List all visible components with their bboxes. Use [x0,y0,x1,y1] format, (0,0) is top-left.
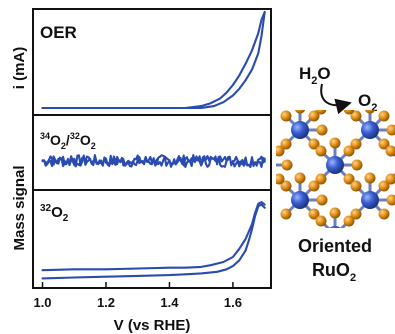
oxygen-atom [329,137,341,149]
oxygen-atom [280,180,292,192]
caption-ruo: RuO [312,260,350,280]
oxygen-atom [316,124,328,136]
ruthenium-atom [361,121,379,139]
o32-o: O [51,204,63,221]
product-o: O [358,91,371,110]
trace-oer-1 [41,10,266,110]
oxygen-atom [378,208,390,220]
caption-sub: 2 [350,272,356,284]
oxygen-atom [308,138,320,150]
oxygen-atom [386,124,395,136]
ruthenium-atom [291,191,309,209]
ratio-o1: O [50,132,61,148]
ratio-iso1: 34 [40,131,50,141]
x-tick-label: 1.2 [97,295,115,310]
o32-iso: 32 [40,203,52,214]
bond [321,81,335,95]
oxygen-atom [294,110,306,114]
product-label: O2 [358,91,377,114]
reactant-h: H [299,64,311,83]
oxygen-atom [378,110,390,122]
ratio-traces [41,154,266,169]
oxygen-atom [329,207,341,219]
x-axis-ticks: 1.0 1.2 1.4 1.6 [33,282,242,310]
oxygen-atom [246,146,257,157]
o32-sub: 2 [63,213,69,224]
reactant-sub: 2 [311,75,317,87]
ratio-sub2: 2 [91,141,96,151]
caption-oriented: Oriented [298,236,372,256]
oxygen-atom [378,180,390,192]
oxygen-atom [364,172,376,184]
ratio-o2: O [80,132,91,148]
oxygen-atom [330,68,341,79]
oxygen-atom [378,138,390,150]
ruo2-crystal-illustration [246,68,395,228]
oxygen-atom [350,208,362,220]
oxygen-atom [315,145,327,157]
oer-traces [41,10,266,110]
oxygen-atom [364,110,376,114]
oxygen-atom [315,110,327,115]
oxygen-atom [276,173,285,185]
oxygen-atom [280,110,292,122]
panel-label-oer: OER [40,23,77,42]
oxygen-atom [316,194,328,206]
oxygen-atom [343,215,355,227]
reaction-arrow-icon [320,83,352,115]
ruthenium-atom [326,156,344,174]
ruthenium-atom [291,121,309,139]
ruthenium-atom [361,191,379,209]
oxygen-atom [308,180,320,192]
ruthenium-atom [326,86,344,104]
oxygen-atom [343,173,355,185]
oxygen-atom [260,138,271,149]
x-tick-label: 1.0 [33,295,51,310]
panel-ratio-frame [32,114,272,191]
y-axis-label-current: i (mA) [11,47,28,90]
oxygen-atom [344,76,355,87]
oxygen-atom [350,180,362,192]
oxygen-atom [386,194,395,206]
reactant-label: H2O [299,64,331,87]
x-tick-label: 1.6 [224,295,242,310]
trace-ratio-0 [41,154,266,169]
ratio-slash: / [66,132,70,148]
oxygen-atom [385,173,395,185]
reactant-o: O [317,64,330,83]
oxygen-atom [343,110,355,115]
oxygen-atom [280,208,292,220]
product-sub: 2 [371,102,377,114]
ruthenium-atom [329,226,341,228]
oxygen-atom [315,173,327,185]
x-axis-label: V (vs RHE) [114,317,191,334]
ratio-sub1: 2 [61,141,66,151]
x-tick-label: 1.4 [160,295,179,310]
oxygen-atom [246,174,257,185]
trace-o32-1 [41,201,266,272]
oxygen-atom [308,208,320,220]
ratio-iso2: 32 [70,131,80,141]
oxygen-atom [343,145,355,157]
panel-label-ratio: 34O2/32O2 [40,131,96,151]
o32-traces [41,201,266,280]
oxygen-atom [351,159,363,171]
oxygen-atom [308,110,320,122]
oxygen-atom [280,138,292,150]
oxygen-atom [281,159,293,171]
oxygen-atom [315,215,327,227]
oxygen-atom [385,145,395,157]
bond [347,110,348,111]
oxygen-atom [294,172,306,184]
panel-o32-frame [32,189,272,289]
panel-label-o32: 32O2 [40,203,69,224]
oxygen-atom [350,138,362,150]
oxygen-atom [350,110,362,122]
bond [335,81,349,95]
y-axis-label-mass: Mass signal [11,165,28,250]
caption-ruo2: RuO2 [312,260,356,284]
oxygen-atom [276,145,285,157]
bond [251,165,265,179]
